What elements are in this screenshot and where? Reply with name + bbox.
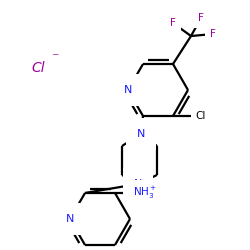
Text: F: F	[170, 18, 176, 28]
Text: NH$_3^+$: NH$_3^+$	[133, 185, 157, 201]
Text: F: F	[198, 13, 204, 23]
Text: F: F	[210, 29, 216, 39]
Text: ⁻: ⁻	[51, 51, 59, 65]
Text: N: N	[66, 214, 74, 224]
Text: N: N	[134, 179, 142, 189]
Text: N: N	[124, 85, 132, 95]
Text: Cl: Cl	[196, 111, 206, 121]
Text: N: N	[137, 129, 145, 139]
Text: Cl: Cl	[31, 61, 45, 75]
